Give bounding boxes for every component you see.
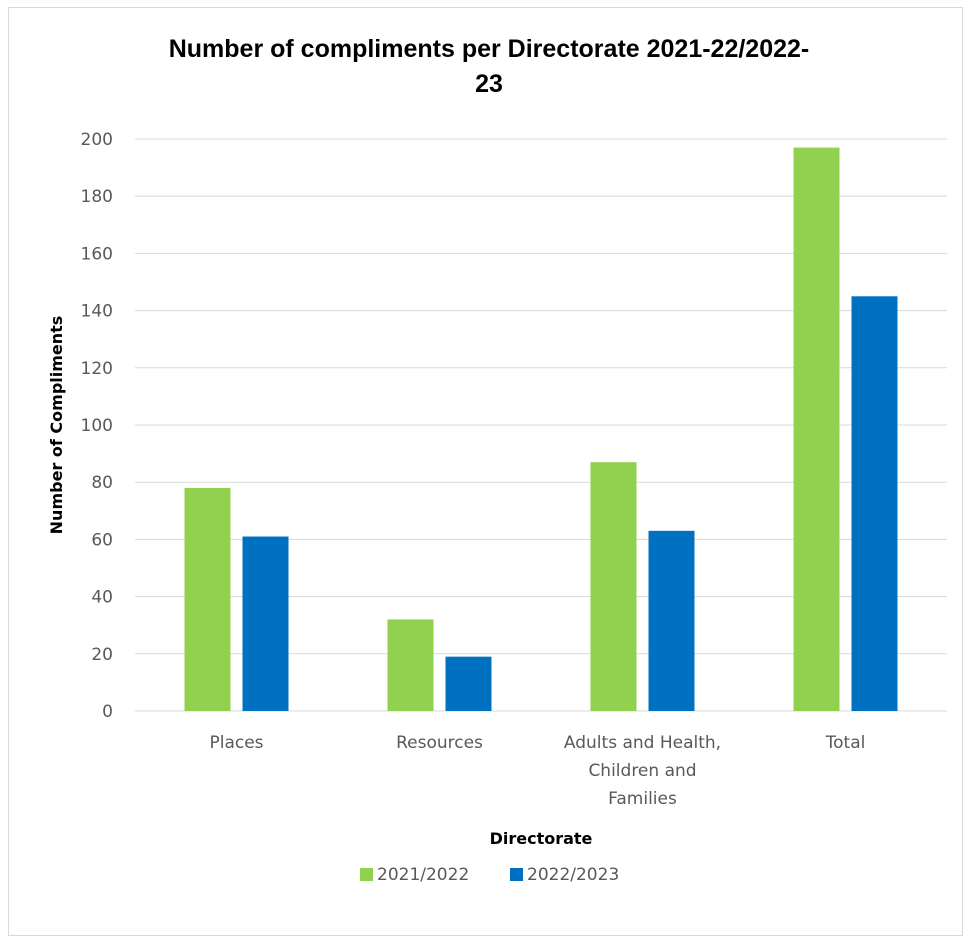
legend-swatch	[360, 868, 373, 881]
x-axis-title: Directorate	[490, 829, 593, 848]
bar-2022-2023-2	[648, 530, 695, 711]
legend-label: 2021/2022	[377, 865, 469, 885]
chart-title: Number of compliments per Directorate 20…	[169, 35, 810, 98]
bar-2021-2022-1	[387, 619, 434, 711]
x-category-label: Places	[209, 733, 263, 753]
y-axis-ticks: 0 20 40 60 80 100 120 140 160 180 200	[81, 130, 113, 722]
bar-2022-2023-1	[445, 656, 492, 711]
bars	[184, 147, 898, 711]
x-category-label: Families	[608, 789, 677, 809]
legend: 2021/2022 2022/2023	[360, 865, 619, 885]
bar-2021-2022-0	[184, 487, 231, 711]
y-tick-label: 80	[91, 473, 113, 493]
legend-label: 2022/2023	[527, 865, 619, 885]
x-category-label: Total	[825, 733, 866, 753]
y-tick-label: 180	[81, 187, 113, 207]
y-tick-label: 60	[91, 530, 113, 550]
y-tick-label: 200	[81, 130, 113, 150]
chart-title-line: Number of compliments per Directorate 20…	[169, 35, 810, 63]
y-tick-label: 40	[91, 588, 113, 608]
bar-2022-2023-3	[851, 296, 898, 711]
legend-swatch	[510, 868, 523, 881]
x-axis-categories: Places Resources Adults and Health, Childre…	[209, 733, 865, 809]
x-category-label: Children and	[588, 761, 696, 781]
chart-title-line: 23	[475, 70, 503, 98]
y-tick-label: 100	[81, 416, 113, 436]
y-tick-label: 0	[102, 702, 113, 722]
bar-2022-2023-0	[242, 536, 289, 711]
bar-2021-2022-2	[590, 462, 637, 711]
x-category-label: Resources	[396, 733, 483, 753]
y-tick-label: 20	[91, 645, 113, 665]
y-axis-title: Number of Compliments	[47, 316, 66, 535]
bar-2021-2022-3	[793, 147, 840, 711]
x-category-label: Adults and Health,	[564, 733, 721, 753]
y-tick-label: 160	[81, 244, 113, 264]
y-tick-label: 120	[81, 359, 113, 379]
y-tick-label: 140	[81, 302, 113, 322]
